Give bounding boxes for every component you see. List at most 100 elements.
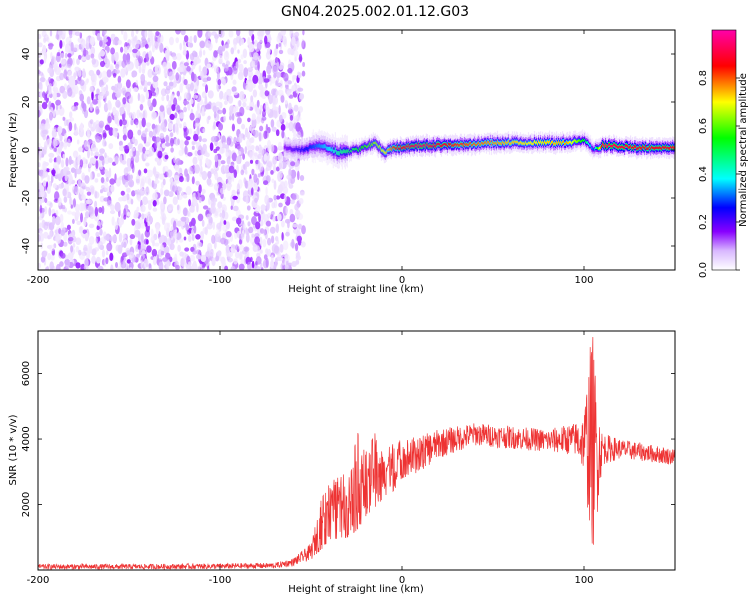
noise-speckle bbox=[270, 119, 275, 128]
carrier-band-cell bbox=[342, 149, 344, 154]
noise-speckle bbox=[118, 232, 123, 243]
noise-speckle bbox=[258, 83, 264, 91]
noise-speckle bbox=[159, 105, 165, 112]
noise-speckle bbox=[136, 109, 141, 119]
noise-speckle bbox=[134, 189, 138, 195]
carrier-band-cell bbox=[547, 140, 549, 143]
noise-speckle bbox=[205, 152, 210, 158]
noise-speckle bbox=[211, 234, 216, 244]
noise-speckle bbox=[295, 122, 301, 132]
noise-speckle bbox=[120, 46, 124, 53]
noise-speckle bbox=[265, 30, 271, 35]
noise-speckle bbox=[252, 89, 258, 98]
carrier-band-cell bbox=[498, 142, 501, 145]
noise-speckle bbox=[63, 69, 68, 80]
noise-speckle bbox=[86, 250, 90, 260]
carrier-band-cell bbox=[524, 141, 527, 144]
noise-speckle bbox=[215, 101, 222, 107]
noise-speckle bbox=[99, 40, 103, 47]
noise-speckle bbox=[211, 257, 216, 267]
noise-speckle bbox=[44, 122, 51, 130]
noise-speckle bbox=[74, 123, 77, 131]
carrier-band-cell bbox=[623, 146, 625, 149]
noise-speckle bbox=[258, 76, 263, 85]
carrier-band-cell bbox=[458, 144, 461, 147]
carrier-band-cell bbox=[393, 146, 395, 149]
noise-speckle bbox=[65, 157, 69, 167]
carrier-band-cell bbox=[671, 146, 673, 150]
noise-speckle bbox=[84, 232, 89, 242]
noise-speckle bbox=[253, 52, 259, 61]
noise-speckle bbox=[197, 30, 203, 38]
noise-speckle bbox=[42, 170, 49, 178]
noise-speckle bbox=[253, 39, 258, 47]
noise-speckle bbox=[175, 264, 180, 270]
carrier-band-cell bbox=[629, 146, 631, 149]
noise-speckle bbox=[169, 132, 174, 138]
noise-speckle bbox=[253, 173, 258, 183]
carrier-band-cell bbox=[586, 141, 588, 144]
noise-speckle bbox=[125, 187, 131, 193]
noise-speckle bbox=[213, 50, 218, 58]
noise-speckle bbox=[223, 220, 227, 225]
noise-speckle bbox=[191, 62, 196, 70]
noise-speckle bbox=[114, 155, 119, 165]
noise-speckle bbox=[48, 157, 53, 163]
noise-speckle bbox=[169, 113, 175, 120]
carrier-band-cell bbox=[359, 148, 361, 151]
carrier-band-cell bbox=[578, 139, 580, 142]
carrier-band-cell bbox=[536, 141, 538, 144]
noise-speckle bbox=[279, 114, 283, 123]
carrier-band-cell bbox=[443, 143, 446, 145]
colorbar-tick-label: 0.0 bbox=[698, 262, 709, 278]
noise-speckle bbox=[284, 263, 291, 270]
noise-speckle bbox=[183, 100, 190, 105]
noise-speckle bbox=[146, 245, 152, 253]
noise-speckle bbox=[98, 100, 102, 108]
carrier-band-cell bbox=[476, 142, 479, 146]
carrier-band-cell bbox=[384, 152, 386, 155]
carrier-band-cell bbox=[631, 147, 633, 150]
noise-speckle bbox=[70, 245, 74, 253]
noise-speckle bbox=[194, 164, 201, 174]
noise-speckle bbox=[193, 35, 197, 43]
y-tick-label: 0 bbox=[21, 147, 32, 153]
noise-speckle bbox=[130, 155, 134, 165]
noise-speckle bbox=[244, 146, 248, 155]
noise-speckle bbox=[70, 232, 75, 237]
noise-speckle bbox=[39, 212, 43, 219]
carrier-band-cell bbox=[374, 141, 376, 144]
noise-speckle bbox=[99, 195, 105, 203]
noise-speckle bbox=[111, 54, 115, 64]
noise-speckle bbox=[156, 254, 159, 263]
noise-speckle bbox=[179, 139, 185, 150]
noise-speckle bbox=[85, 54, 91, 61]
carrier-band-cell bbox=[620, 146, 622, 149]
noise-speckle bbox=[206, 213, 211, 220]
noise-speckle bbox=[38, 262, 41, 269]
x-tick-label: 0 bbox=[399, 275, 405, 286]
carrier-band-cell bbox=[459, 142, 462, 145]
noise-speckle bbox=[84, 140, 90, 151]
noise-speckle bbox=[182, 121, 187, 129]
noise-speckle bbox=[243, 67, 249, 78]
noise-speckle bbox=[75, 246, 80, 253]
noise-speckle bbox=[51, 169, 56, 175]
carrier-band-cell bbox=[354, 147, 356, 151]
noise-speckle bbox=[49, 261, 54, 270]
carrier-band-cell bbox=[479, 143, 482, 146]
noise-speckle bbox=[105, 84, 109, 93]
noise-speckle bbox=[56, 235, 61, 244]
colorbar-tick-label: 0.4 bbox=[698, 166, 709, 182]
noise-speckle bbox=[80, 182, 86, 187]
carrier-band-cell bbox=[415, 144, 417, 147]
noise-speckle bbox=[212, 105, 217, 113]
noise-speckle bbox=[123, 110, 126, 119]
carrier-band-cell bbox=[521, 142, 524, 145]
carrier-band-cell bbox=[576, 140, 578, 143]
noise-speckle bbox=[43, 34, 49, 42]
carrier-band-cell bbox=[385, 151, 387, 154]
noise-speckle bbox=[189, 42, 194, 48]
noise-speckle bbox=[183, 62, 189, 67]
carrier-band-cell bbox=[558, 140, 560, 143]
